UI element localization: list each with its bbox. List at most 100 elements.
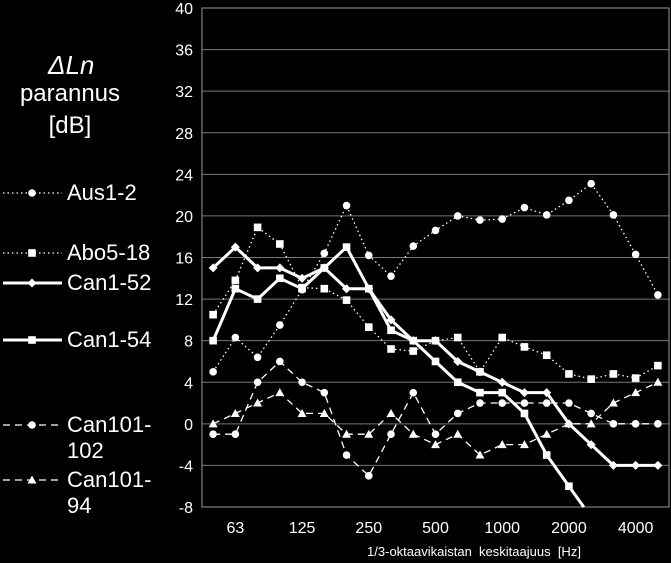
legend-sample xyxy=(3,278,62,288)
data-point xyxy=(542,451,551,459)
data-point xyxy=(519,440,529,449)
data-point xyxy=(408,429,418,438)
data-point xyxy=(231,430,240,439)
data-point xyxy=(631,460,641,470)
data-point xyxy=(542,211,551,219)
y-tick-label: 36 xyxy=(175,43,193,60)
data-point xyxy=(253,223,262,232)
data-point xyxy=(342,451,351,459)
data-point xyxy=(209,368,217,376)
data-point xyxy=(497,377,507,387)
x-tick-label: 1000 xyxy=(484,520,520,537)
data-point xyxy=(475,450,485,459)
data-point xyxy=(453,429,463,438)
data-point xyxy=(520,343,529,351)
data-point xyxy=(230,242,240,252)
data-point xyxy=(631,374,640,382)
data-point xyxy=(342,284,352,294)
x-axis-label: 1/3-oktaavikaistan keskitaajuus [Hz] xyxy=(367,544,581,559)
data-point xyxy=(230,408,240,417)
legend-sample xyxy=(3,249,62,257)
data-point xyxy=(631,388,641,397)
data-point xyxy=(453,333,462,342)
data-point xyxy=(453,378,462,387)
data-point xyxy=(609,370,618,378)
data-point xyxy=(520,409,529,418)
data-point xyxy=(565,399,573,407)
data-point xyxy=(520,203,529,212)
data-point xyxy=(275,263,285,273)
legend-sample xyxy=(3,475,62,484)
data-point xyxy=(476,399,484,407)
series-group xyxy=(208,179,663,508)
data-point xyxy=(387,272,395,281)
data-point xyxy=(542,399,551,407)
data-point xyxy=(208,263,218,273)
data-point xyxy=(320,249,329,258)
data-point xyxy=(519,388,529,398)
data-point xyxy=(276,240,284,248)
x-tick-label: 500 xyxy=(422,520,449,537)
data-point xyxy=(253,378,262,387)
data-point xyxy=(298,378,306,387)
data-point xyxy=(320,264,329,272)
data-point xyxy=(342,429,352,438)
legend-samples xyxy=(3,189,62,484)
data-point xyxy=(409,347,418,355)
data-point xyxy=(431,336,440,346)
data-point xyxy=(208,419,218,428)
series-can101-94 xyxy=(208,377,663,459)
data-point xyxy=(653,460,663,470)
data-point xyxy=(453,409,462,418)
y-tick-label: -8 xyxy=(179,500,193,517)
legend-label: Abo5-18 xyxy=(67,240,151,265)
data-point xyxy=(209,310,217,319)
data-point xyxy=(564,419,574,428)
data-point xyxy=(253,295,262,303)
data-point xyxy=(609,420,618,428)
data-point xyxy=(431,357,440,366)
data-point xyxy=(497,440,507,449)
x-tick-label: 4000 xyxy=(618,520,654,537)
data-point xyxy=(387,326,395,335)
data-point xyxy=(476,388,484,397)
data-point xyxy=(498,388,507,397)
data-point xyxy=(631,420,640,428)
data-point xyxy=(565,370,573,378)
data-point xyxy=(275,388,285,397)
y-tick-label: 28 xyxy=(175,126,193,143)
data-point xyxy=(364,429,374,438)
data-point xyxy=(209,430,217,439)
data-point xyxy=(565,196,573,205)
data-point xyxy=(253,353,262,362)
y-tick-label: 16 xyxy=(175,251,193,268)
data-point xyxy=(298,284,306,293)
y-tick-label: 12 xyxy=(175,292,193,309)
data-point xyxy=(342,243,351,251)
data-point xyxy=(409,336,418,345)
legend-label: Aus1-2 xyxy=(67,180,137,205)
legend-label: Can101-94 xyxy=(67,467,152,518)
legend-sample xyxy=(3,189,62,197)
data-point xyxy=(586,440,596,450)
data-point xyxy=(276,357,284,366)
y-tick-label: 24 xyxy=(175,167,193,184)
data-point xyxy=(320,284,329,293)
legend-marker xyxy=(28,189,36,197)
data-point xyxy=(386,408,396,417)
x-tick-label: 250 xyxy=(355,520,382,537)
data-point xyxy=(586,419,596,428)
legend-sample xyxy=(3,336,62,344)
y-tick-label: 8 xyxy=(184,334,193,351)
y-tick-label: 4 xyxy=(184,375,193,392)
legend-marker xyxy=(27,475,37,484)
x-tick-labels: 63 125 250 500 1000 2000 4000 xyxy=(226,520,653,537)
data-point xyxy=(231,333,240,342)
legend-label: Can1-54 xyxy=(67,327,152,352)
data-point xyxy=(364,323,373,331)
data-point xyxy=(608,460,618,470)
data-point xyxy=(542,429,552,438)
data-point xyxy=(654,420,662,428)
data-point xyxy=(409,388,418,397)
series-can101-102 xyxy=(209,357,662,480)
